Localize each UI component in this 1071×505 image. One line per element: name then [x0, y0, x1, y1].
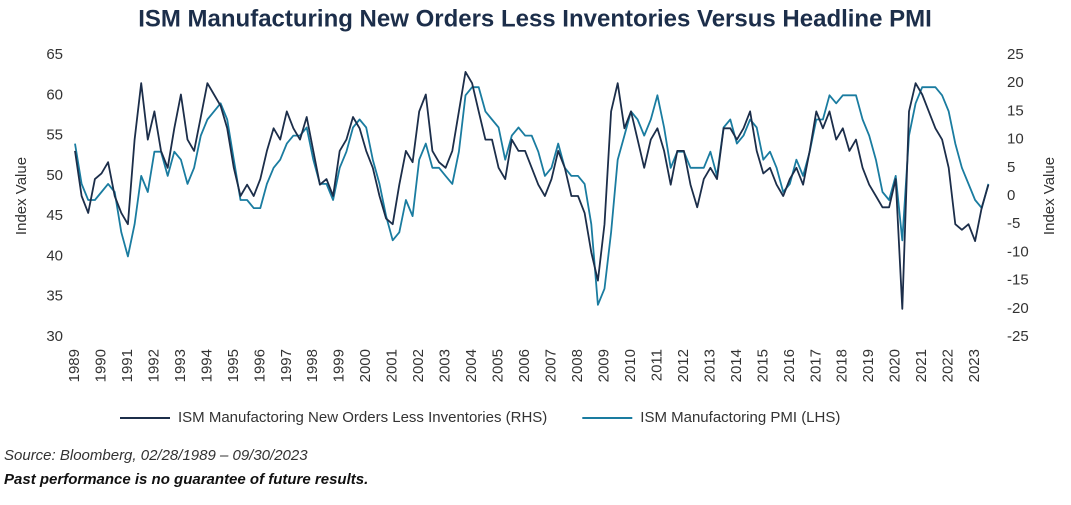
y-axis-label: Index Value: [13, 157, 30, 235]
x-tick-label: 2011: [648, 349, 665, 381]
x-tick-label: 1993: [172, 349, 189, 382]
y2-tick-label: -10: [1007, 243, 1029, 260]
x-tick-label: 2002: [410, 349, 427, 382]
y2-tick-label: -20: [1007, 300, 1029, 317]
source: Source: Bloomberg, 02/28/1989 – 09/30/20…: [4, 447, 308, 464]
x-tick-label: 2021: [913, 349, 930, 382]
y-tick-label: 45: [46, 207, 63, 224]
x-tick-label: 2020: [887, 349, 904, 382]
x-tick-label: 2004: [463, 349, 480, 382]
x-tick-label: 2010: [622, 349, 639, 382]
x-tick-label: 2001: [384, 349, 401, 382]
x-tick-label: 1996: [251, 349, 268, 382]
y2-tick-label: -15: [1007, 272, 1029, 289]
y-tick-label: 30: [46, 328, 63, 345]
y2-axis-label: Index Value: [1041, 157, 1058, 235]
y2-tick-label: 25: [1007, 46, 1024, 63]
x-tick-label: 2003: [437, 349, 454, 382]
x-tick-label: 2005: [490, 349, 507, 382]
y2-tick-label: 5: [1007, 159, 1015, 176]
x-tick-label: 2019: [860, 349, 877, 382]
x-tick-label: 1989: [66, 349, 83, 382]
x-tick-label: 2009: [595, 349, 612, 382]
x-tick-label: 2016: [781, 349, 798, 382]
disclaimer: Past performance is no guarantee of futu…: [4, 471, 368, 488]
x-tick-label: 1997: [278, 349, 295, 382]
x-tick-label: 2014: [728, 349, 745, 382]
x-tick-label: 2013: [701, 349, 718, 382]
x-tick-label: 2006: [516, 349, 533, 382]
x-tick-label: 2018: [834, 349, 851, 382]
x-tick-label: 1995: [225, 349, 242, 382]
y-tick-label: 65: [46, 46, 63, 63]
y-tick-label: 55: [46, 127, 63, 144]
x-tick-label: 1991: [119, 349, 136, 382]
y-tick-label: 35: [46, 288, 63, 305]
x-tick-label: 2017: [807, 349, 824, 382]
x-tick-label: 1999: [331, 349, 348, 382]
chart-title: ISM Manufacturing New Orders Less Invent…: [138, 5, 932, 32]
x-tick-label: 2000: [357, 349, 374, 382]
y2-tick-label: -25: [1007, 328, 1029, 345]
legend-label: ISM Manufactoring PMI (LHS): [640, 409, 840, 426]
x-tick-label: 2007: [543, 349, 560, 382]
series-line: [74, 86, 990, 306]
x-tick-label: 2023: [966, 349, 983, 382]
x-tick-label: 2012: [675, 349, 692, 382]
series-line: [74, 71, 990, 310]
x-tick-label: 1994: [198, 349, 215, 382]
y2-tick-label: 20: [1007, 74, 1024, 91]
x-tick-label: 2008: [569, 349, 586, 382]
x-tick-label: 2022: [940, 349, 957, 382]
y2-tick-label: 15: [1007, 102, 1024, 119]
y2-tick-label: -5: [1007, 215, 1020, 232]
y-tick-label: 60: [46, 86, 63, 103]
x-tick-label: 1998: [304, 349, 321, 382]
x-tick-label: 1992: [145, 349, 162, 382]
y2-tick-label: 0: [1007, 187, 1015, 204]
x-tick-label: 2015: [754, 349, 771, 382]
legend-label: ISM Manufactoring New Orders Less Invent…: [178, 409, 547, 426]
y-tick-label: 40: [46, 247, 63, 264]
x-tick-label: 1990: [92, 349, 109, 382]
y-tick-label: 50: [46, 167, 63, 184]
y2-tick-label: 10: [1007, 131, 1024, 148]
